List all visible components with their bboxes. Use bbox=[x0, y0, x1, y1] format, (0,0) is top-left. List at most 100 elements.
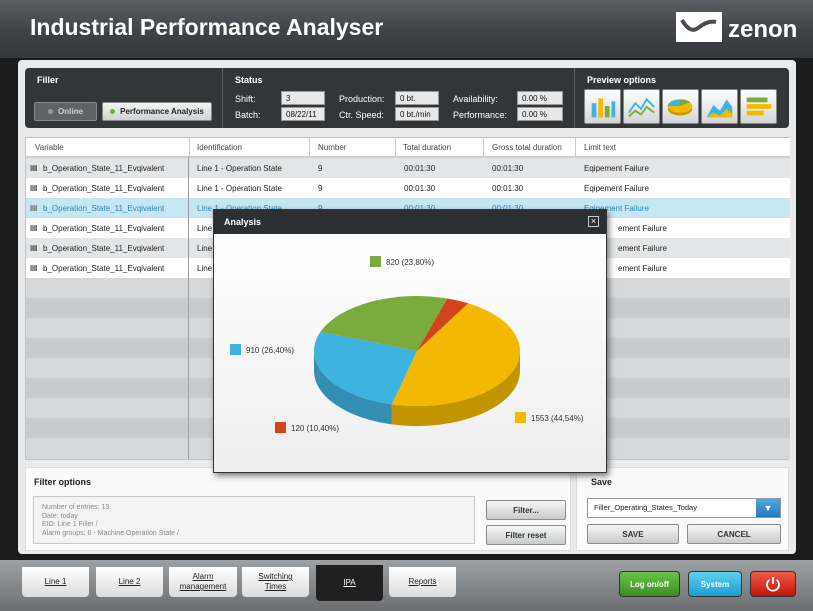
pie-data-label: 1553 (44,54%) bbox=[531, 414, 584, 423]
cell-number: 9 bbox=[318, 184, 323, 193]
filter-info-line: Alarm groups: 6 - Machine Operation Stat… bbox=[42, 529, 179, 537]
pie-data-label: 120 (10,40%) bbox=[291, 424, 339, 433]
col-divider bbox=[189, 138, 190, 157]
production-label: Production: bbox=[339, 94, 385, 104]
document-icon: ▤ bbox=[30, 223, 38, 232]
cell-number: 9 bbox=[318, 204, 322, 213]
power-button[interactable] bbox=[750, 571, 796, 597]
cell-identification: Line bbox=[197, 244, 213, 253]
performance-label: Performance Analysis bbox=[120, 107, 204, 116]
cell-limit: Eqipement Failure bbox=[584, 164, 649, 173]
pie-slice[interactable] bbox=[320, 296, 448, 351]
zenon-logo: zenon bbox=[676, 12, 798, 44]
batch-label: Batch: bbox=[235, 110, 261, 120]
col-identification[interactable]: Identification bbox=[197, 143, 242, 152]
document-icon: ▤ bbox=[30, 263, 38, 272]
table-row[interactable]: ▤ b_Operation_State_11_Evqivalent Line 1… bbox=[26, 178, 790, 198]
cell-identification: Line 1 - Operation State bbox=[197, 184, 282, 193]
performance-rate-value: 0.00 % bbox=[517, 107, 563, 121]
save-button[interactable]: SAVE bbox=[587, 524, 679, 544]
cell-number: 9 bbox=[318, 164, 323, 173]
line-chart-icon[interactable] bbox=[623, 89, 660, 124]
cell-variable: b_Operation_State_11_Evqivalent bbox=[43, 164, 165, 173]
save-panel: Save Filler_Operating_States_Today ▼ SAV… bbox=[576, 467, 789, 551]
filter-info-line: Date: today bbox=[42, 512, 78, 520]
cell-total: 00:01:30 bbox=[404, 164, 436, 173]
col-divider bbox=[309, 138, 310, 157]
document-icon: ▤ bbox=[30, 163, 38, 172]
shift-label: Shift: bbox=[235, 94, 256, 104]
cell-identification: Line 1 - Operation State bbox=[197, 164, 282, 173]
tab-switching-times[interactable]: Switching Times bbox=[242, 567, 309, 597]
pie-chart-icon[interactable] bbox=[662, 89, 699, 124]
tab-label: Switching Times bbox=[258, 572, 293, 591]
cell-variable: b_Operation_State_11_Evqivalent bbox=[43, 224, 165, 233]
pie-slice[interactable] bbox=[391, 303, 520, 406]
tab-ipa[interactable]: IPA bbox=[316, 565, 383, 601]
document-icon: ▤ bbox=[30, 243, 38, 252]
preview-section: Preview options bbox=[575, 68, 789, 128]
preview-title: Preview options bbox=[587, 75, 657, 85]
logo-text: zenon bbox=[728, 16, 798, 43]
table-header: Variable Identification Number Total dur… bbox=[26, 138, 790, 157]
col-gross-duration[interactable]: Gross total duration bbox=[492, 143, 562, 152]
cell-gross: 00:01:30 bbox=[492, 184, 524, 193]
save-title: Save bbox=[591, 477, 613, 487]
tab-label: Line 2 bbox=[118, 577, 141, 586]
performance-analysis-button[interactable]: Performance Analysis bbox=[102, 102, 212, 121]
filter-button[interactable]: Filter... bbox=[486, 500, 566, 520]
tab-alarm-management[interactable]: Alarm management bbox=[169, 567, 237, 597]
speed-label: Ctr. Speed: bbox=[339, 110, 385, 120]
availability-label: Availability: bbox=[453, 94, 498, 104]
cell-limit: ement Failure bbox=[618, 224, 667, 233]
logo-mark-icon bbox=[676, 12, 722, 42]
pie-slice[interactable] bbox=[417, 298, 469, 351]
pie-data-label: 820 (23,80%) bbox=[386, 258, 434, 267]
filter-reset-button[interactable]: Filter reset bbox=[486, 525, 566, 545]
legend-swatch bbox=[370, 256, 381, 267]
column-divider bbox=[188, 157, 189, 459]
pie-slice-side bbox=[391, 351, 520, 426]
active-dot-icon bbox=[110, 109, 116, 114]
col-divider bbox=[575, 138, 576, 157]
cancel-button[interactable]: CANCEL bbox=[687, 524, 781, 544]
tab-line-1[interactable]: Line 1 bbox=[22, 567, 89, 597]
top-panel: Filler Online Performance Analysis Statu… bbox=[25, 68, 789, 128]
production-value: 0 bt. bbox=[395, 91, 439, 105]
online-button[interactable]: Online bbox=[34, 102, 97, 121]
tab-reports[interactable]: Reports bbox=[389, 567, 456, 597]
status-dot-icon bbox=[48, 109, 54, 114]
system-button[interactable]: System bbox=[688, 571, 742, 597]
cell-variable: b_Operation_State_11_Evqivalent bbox=[43, 204, 165, 213]
analysis-dialog: Analysis × 1553 (44,54%) 910 (26,40%) 820 … bbox=[213, 209, 607, 473]
table-row[interactable]: ▤ b_Operation_State_11_Evqivalent Line 1… bbox=[26, 158, 790, 178]
filter-title: Filter options bbox=[34, 477, 91, 487]
logon-button[interactable]: Log on/off bbox=[619, 571, 680, 597]
col-total-duration[interactable]: Total duration bbox=[403, 143, 452, 152]
close-icon[interactable]: × bbox=[588, 216, 599, 227]
save-profile-select[interactable]: Filler_Operating_States_Today ▼ bbox=[587, 498, 781, 518]
cell-gross: 00:01:30 bbox=[492, 164, 524, 173]
area-chart-icon[interactable] bbox=[701, 89, 738, 124]
col-number[interactable]: Number bbox=[318, 143, 347, 152]
pie-slice-side bbox=[314, 351, 392, 425]
dropdown-arrow-icon[interactable]: ▼ bbox=[756, 499, 780, 517]
cell-gross: 00:01:30 bbox=[492, 204, 523, 213]
app-title: Industrial Performance Analyser bbox=[30, 14, 384, 40]
save-profile-value: Filler_Operating_States_Today bbox=[594, 503, 697, 512]
bar-chart-icon[interactable] bbox=[584, 89, 621, 124]
col-limit-text[interactable]: Limit text bbox=[584, 143, 617, 152]
batch-value: 08/22/11 bbox=[281, 107, 325, 121]
tab-line-2[interactable]: Line 2 bbox=[96, 567, 163, 597]
filler-title: Filler bbox=[37, 75, 59, 85]
col-variable[interactable]: Variable bbox=[35, 143, 64, 152]
cell-identification: Line bbox=[197, 264, 213, 273]
horizontal-bar-chart-icon[interactable] bbox=[740, 89, 777, 124]
cell-limit: ement Failure bbox=[618, 264, 667, 273]
speed-value: 0 bt./min bbox=[395, 107, 439, 121]
header-bar: Industrial Performance Analyser zenon bbox=[0, 0, 813, 58]
cell-variable: b_Operation_State_11_Evqivalent bbox=[43, 244, 165, 253]
pie-slice[interactable] bbox=[314, 331, 417, 405]
filter-info-line: EID: Line 1 Filler / bbox=[42, 521, 98, 529]
performance-rate-label: Performance: bbox=[453, 110, 508, 120]
